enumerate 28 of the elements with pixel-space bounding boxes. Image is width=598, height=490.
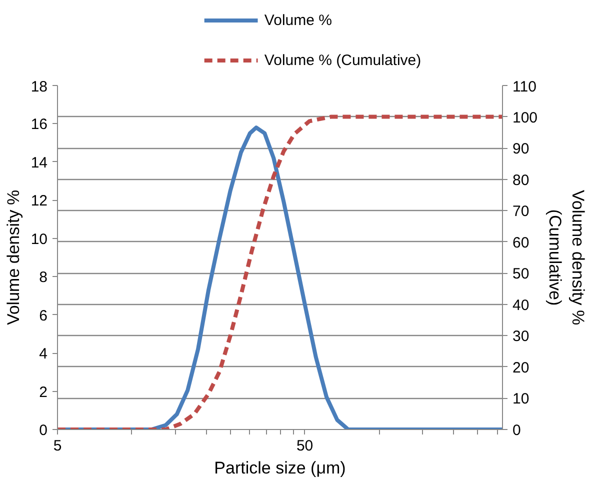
y-tick-label: 6 — [39, 307, 48, 324]
y2-tick-label: 50 — [512, 266, 530, 283]
y2-tick-label: 110 — [512, 78, 536, 96]
y-tick-label: 10 — [30, 230, 48, 248]
y2-tick-label: 70 — [512, 203, 530, 220]
legend-label: Volume % — [264, 12, 332, 29]
x-axis-title: Particle size (μm) — [214, 458, 346, 478]
y2-tick-label: 0 — [512, 422, 521, 439]
y2-axis-title: Volume density % (Cumulative) — [546, 190, 588, 326]
y-axis-title: Volume density % — [4, 190, 23, 326]
x-tick-label: 5 — [53, 438, 62, 454]
y2-tick-label: 100 — [512, 109, 538, 126]
legend-label: Volume % (Cumulative) — [264, 52, 422, 69]
y2-tick-label: 60 — [512, 234, 530, 252]
y2-tick-label: 40 — [512, 296, 530, 314]
y-tick-label: 14 — [30, 154, 48, 172]
y-tick-label: 4 — [39, 346, 48, 363]
y2-tick-label: 20 — [512, 359, 530, 376]
y-tick-label: 8 — [39, 269, 48, 286]
y2-tick-label: 30 — [512, 328, 530, 346]
y-tick-label: 18 — [30, 78, 48, 96]
y2-tick-label: 80 — [512, 172, 530, 189]
y-tick-label: 0 — [39, 422, 48, 439]
y2-tick-label: 10 — [512, 390, 530, 408]
y-tick-label: 2 — [39, 384, 48, 401]
y2-tick-label: 90 — [512, 140, 530, 158]
y-tick-label: 16 — [30, 116, 48, 134]
y-tick-label: 12 — [30, 192, 48, 210]
